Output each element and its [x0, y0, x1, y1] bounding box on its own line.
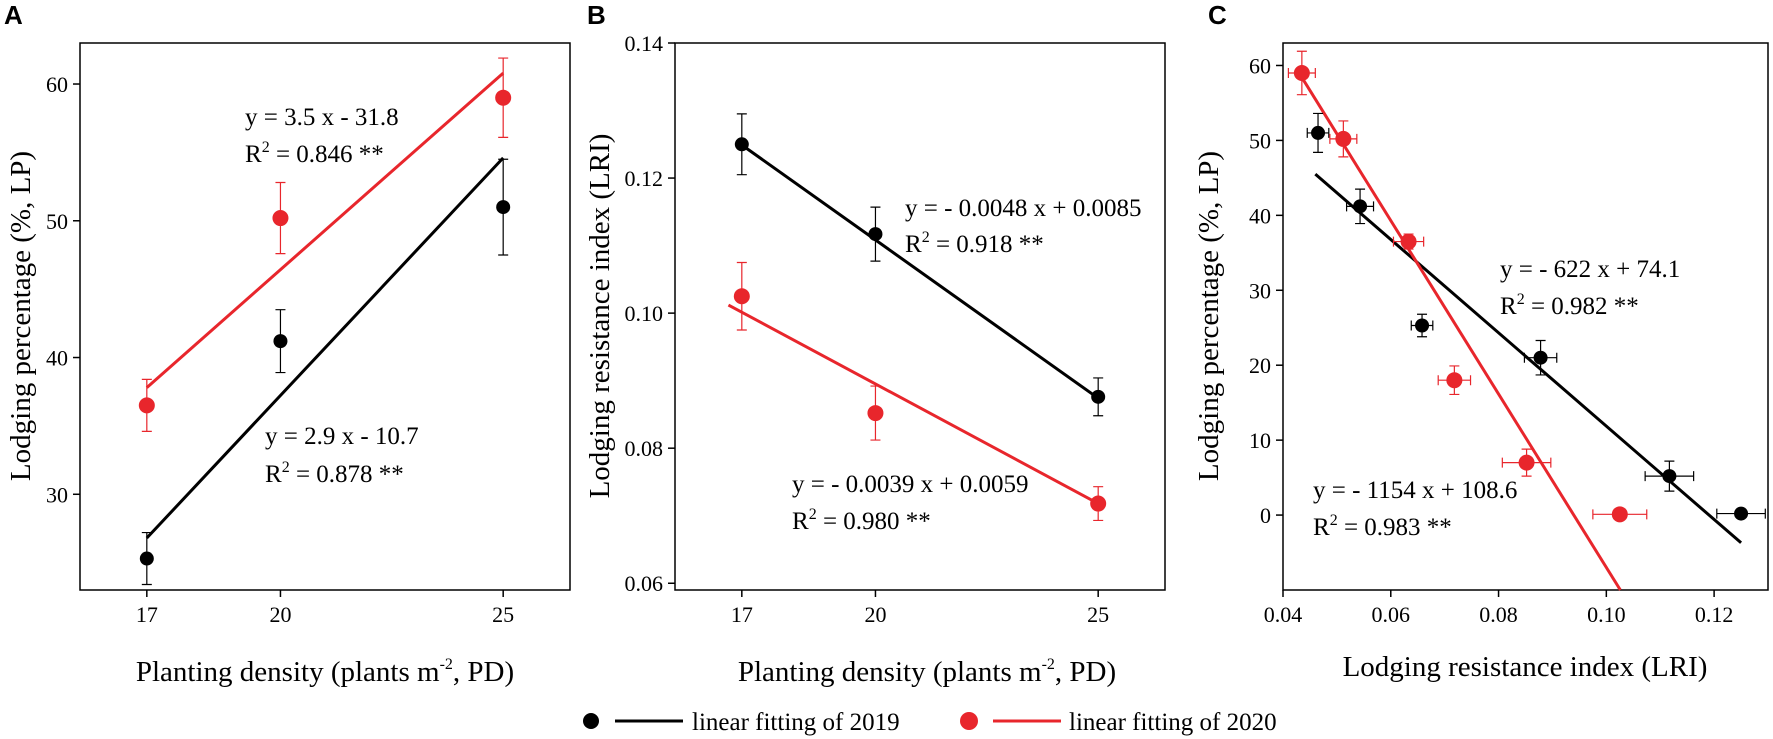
x-tick-label-c-0: 0.04: [1264, 602, 1303, 627]
points-a: [138, 57, 512, 586]
r2-2019-a: R2 = 0.878 **: [265, 459, 404, 488]
data-point-2020-a-0: [138, 397, 155, 414]
y-tick-label-c-6: 60: [1249, 53, 1271, 78]
data-point-2019-b-1: [868, 227, 883, 242]
panel-a: A 17 20 25 30 40 50 60 y = 3.5 x - 31.8 R2 = 0…: [4, 0, 571, 688]
data-point-2019-a-0: [139, 551, 154, 566]
data-point-2020-c-0: [1293, 64, 1310, 81]
ticks-b: 17 20 25 0.06 0.08 0.10 0.12 0.14: [625, 31, 1110, 627]
r2-2020-b: R2 = 0.980 **: [792, 506, 931, 535]
x-tick-label-a-2: 25: [492, 602, 514, 627]
y-tick-label-b-4: 0.14: [625, 31, 664, 56]
data-point-2019-c-1: [1353, 199, 1368, 214]
points-c: [1287, 50, 1766, 523]
data-point-2019-b-0: [734, 137, 749, 152]
x-tick-label-b-0: 17: [731, 602, 753, 627]
x-tick-label-c-4: 0.12: [1695, 602, 1734, 627]
y-tick-label-c-4: 40: [1249, 203, 1271, 228]
data-point-2019-c-3: [1533, 350, 1548, 365]
x-tick-label-b-2: 25: [1087, 602, 1109, 627]
ticks-a: 17 20 25 30 40 50 60: [46, 72, 514, 627]
equation-2020-c: y = - 1154 x + 108.6: [1313, 477, 1517, 504]
panel-b: B 17 20 25 0.06 0.08 0.10 0.12 0.14 y = - 0.004…: [584, 0, 1166, 688]
y-tick-label-b-1: 0.08: [625, 436, 664, 461]
data-point-2019-c-2: [1415, 318, 1430, 333]
y-tick-label-a-0: 30: [46, 482, 68, 507]
data-point-2019-b-2: [1091, 389, 1106, 404]
fit-line-2019-b: [740, 143, 1100, 400]
data-point-2020-c-3: [1446, 372, 1463, 389]
data-point-2020-c-5: [1611, 506, 1628, 523]
equation-2020-a: y = 3.5 x - 31.8: [245, 104, 399, 131]
fit-line-2020-b: [727, 303, 1099, 505]
y-tick-label-c-2: 20: [1249, 353, 1271, 378]
panel-letter-a: A: [4, 0, 23, 30]
y-tick-label-b-0: 0.06: [625, 571, 664, 596]
equation-2019-c: y = - 622 x + 74.1: [1500, 256, 1680, 283]
r2-2020-c: R2 = 0.983 **: [1313, 512, 1452, 541]
y-axis-label-a: Lodging percentage (%, LP): [5, 151, 37, 481]
data-point-2020-b-1: [867, 405, 884, 422]
data-point-2020-b-2: [1090, 495, 1107, 512]
panel-letter-c: C: [1208, 0, 1227, 30]
panel-letter-b: B: [587, 0, 606, 30]
ticks-c: 0.04 0.06 0.08 0.10 0.12 0 10 20 30 40 50 60: [1249, 53, 1733, 627]
plot-frame-a: [79, 42, 571, 591]
y-tick-label-a-3: 60: [46, 72, 68, 97]
panel-c: C 0.04 0.06 0.08 0.10 0.12 0 10 20 30 40 50 60 y = …: [1193, 0, 1769, 683]
fit-line-2019-a: [145, 156, 505, 540]
fit-lines-b: [727, 143, 1100, 505]
y-tick-label-b-2: 0.10: [625, 301, 664, 326]
data-point-2020-a-2: [495, 89, 512, 106]
data-point-2019-c-4: [1662, 469, 1677, 484]
r2-2019-c: R2 = 0.982 **: [1500, 291, 1639, 320]
fit-line-2020-c: [1300, 76, 1622, 591]
data-point-2020-a-1: [272, 210, 289, 227]
data-point-2020-c-2: [1400, 233, 1417, 250]
data-point-2020-b-0: [733, 288, 750, 305]
data-point-2019-c-0: [1311, 125, 1326, 140]
equation-2019-b: y = - 0.0048 x + 0.0085: [905, 195, 1142, 222]
plot-frame-c: [1282, 42, 1769, 591]
y-tick-label-c-0: 0: [1260, 503, 1271, 528]
y-tick-label-c-3: 30: [1249, 278, 1271, 303]
y-tick-label-a-1: 40: [46, 346, 68, 371]
data-point-2019-a-2: [496, 200, 511, 215]
y-tick-label-a-2: 50: [46, 209, 68, 234]
equation-2019-a: y = 2.9 x - 10.7: [265, 423, 419, 450]
fit-line-2020-a: [145, 71, 505, 389]
data-point-2020-c-4: [1518, 454, 1535, 471]
y-tick-label-c-1: 10: [1249, 428, 1271, 453]
y-axis-label-c: Lodging percentage (%, LP): [1193, 151, 1225, 481]
plot-frame-b: [674, 42, 1166, 591]
x-tick-label-a-1: 20: [269, 602, 291, 627]
legend-marker-2019: [583, 713, 599, 729]
legend-label-2020: linear fitting of 2020: [1069, 709, 1277, 736]
data-point-2019-c-5: [1734, 506, 1749, 521]
legend-marker-2020: [960, 712, 978, 730]
x-axis-label-a: Planting density (plants m-2, PD): [136, 656, 514, 688]
x-axis-label-c: Lodging resistance index (LRI): [1343, 651, 1708, 683]
x-tick-label-c-3: 0.10: [1587, 602, 1626, 627]
data-point-2020-c-1: [1335, 130, 1352, 147]
r2-2019-b: R2 = 0.918 **: [905, 229, 1044, 258]
r2-2020-a: R2 = 0.846 **: [245, 139, 384, 168]
x-axis-label-b: Planting density (plants m-2, PD): [738, 656, 1116, 688]
y-tick-label-c-5: 50: [1249, 128, 1271, 153]
equation-2020-b: y = - 0.0039 x + 0.0059: [792, 471, 1029, 498]
legend: linear fitting of 2019 linear fitting of…: [583, 709, 1277, 736]
x-tick-label-c-1: 0.06: [1372, 602, 1411, 627]
x-tick-label-c-2: 0.08: [1479, 602, 1518, 627]
y-axis-label-b: Lodging resistance index (LRI): [584, 134, 616, 499]
data-point-2019-a-1: [273, 334, 288, 349]
x-tick-label-a-0: 17: [136, 602, 158, 627]
y-tick-label-b-3: 0.12: [625, 166, 664, 191]
points-b: [733, 113, 1107, 522]
fit-lines-a: [145, 71, 505, 540]
legend-label-2019: linear fitting of 2019: [692, 709, 900, 736]
x-tick-label-b-1: 20: [864, 602, 886, 627]
